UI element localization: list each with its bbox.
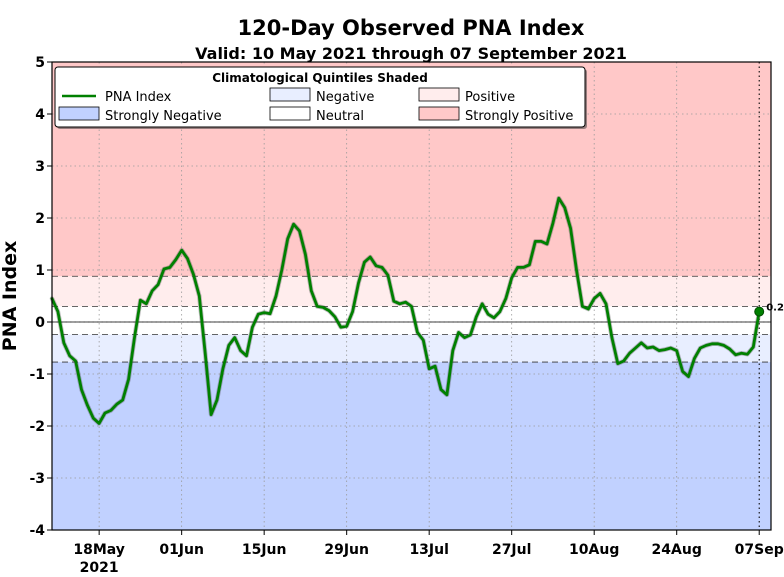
- chart-subtitle: Valid: 10 May 2021 through 07 September …: [195, 44, 627, 63]
- y-tick-label: 4: [35, 107, 45, 123]
- last-value-point: [754, 306, 765, 317]
- y-tick-label: 1: [35, 263, 45, 279]
- legend-swatch-neutral: [269, 106, 311, 121]
- band-positive: [52, 276, 771, 307]
- legend-label-strongly-negative: Strongly Negative: [105, 109, 222, 124]
- x-tick-label: 10Aug: [569, 542, 619, 558]
- legend-label-pna-index: PNA Index: [105, 90, 172, 105]
- x-ticks: 18May 2021 01Jun 15Jun 29Jun 13Jul 27Jul 10Aug 2…: [73, 530, 784, 576]
- y-axis-label: PNA Index: [0, 241, 21, 351]
- quintile-bands: [52, 62, 771, 530]
- x-tick-label: 15Jun: [242, 542, 287, 558]
- x-tick-label: 24Aug: [652, 542, 702, 558]
- legend-label-positive: Positive: [465, 90, 515, 105]
- legend-title: Climatological Quintiles Shaded: [212, 71, 428, 85]
- legend-label-strongly-positive: Strongly Positive: [465, 109, 573, 124]
- x-tick-label: 07Sep: [735, 542, 784, 558]
- y-tick-label: -3: [29, 471, 45, 487]
- chart-title: 120-Day Observed PNA Index: [238, 16, 585, 40]
- y-tick-label: -2: [29, 419, 45, 435]
- series-line-pna-index: [50, 196, 761, 425]
- y-tick-label: 2: [35, 211, 45, 227]
- x-tick-sublabel: 2021: [80, 560, 119, 576]
- legend-label-neutral: Neutral: [316, 109, 364, 124]
- x-tick-label: 13Jul: [409, 542, 448, 558]
- x-tick-label: 27Jul: [492, 542, 531, 558]
- legend: Climatological Quintiles Shaded PNA Inde…: [54, 66, 587, 129]
- legend-swatch-negative: [269, 87, 311, 102]
- last-value-layer: 0.20: [754, 303, 784, 317]
- plot-frame: [51, 61, 772, 531]
- series-layer: [49, 195, 762, 426]
- x-tick-label: 29Jun: [324, 542, 369, 558]
- legend-label-negative: Negative: [316, 90, 374, 105]
- y-tick-label: -4: [29, 523, 45, 539]
- legend-swatch-strongly-negative: [58, 106, 100, 121]
- y-tick-label: 0: [35, 315, 45, 331]
- y-tick-label: -1: [29, 367, 45, 383]
- y-tick-label: 3: [35, 159, 45, 175]
- legend-swatch-strongly-positive: [418, 106, 460, 121]
- y-ticks: 5 4 3 2 1 0 -1 -2 -3 -4: [29, 55, 52, 539]
- quintile-threshold-lines: [52, 62, 771, 530]
- band-strongly-negative: [52, 362, 771, 530]
- x-tick-label: 18May: [73, 542, 125, 558]
- legend-swatch-positive: [418, 87, 460, 102]
- x-tick-label: 01Jun: [159, 542, 204, 558]
- axes-frame: [51, 61, 772, 531]
- last-value-label: 0.20: [766, 303, 784, 314]
- y-tick-label: 5: [35, 55, 45, 71]
